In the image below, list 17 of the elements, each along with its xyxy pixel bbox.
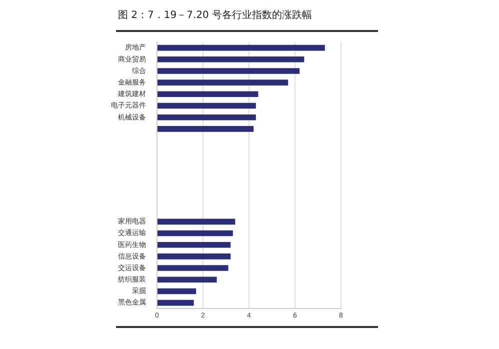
bar	[158, 91, 258, 98]
bar	[158, 218, 236, 225]
bar	[158, 288, 196, 294]
bar	[158, 242, 231, 248]
bar	[158, 56, 304, 62]
bar	[158, 68, 300, 74]
chart-title: 图 2：7．19－7.20 号各行业指数的涨跌幅	[118, 8, 312, 22]
bar	[158, 230, 233, 236]
bar	[158, 276, 217, 283]
bar	[158, 114, 256, 120]
bar	[158, 44, 325, 51]
bar	[158, 80, 288, 86]
bar	[158, 126, 254, 132]
bar	[158, 254, 231, 260]
bar	[158, 300, 194, 306]
bar	[158, 102, 256, 109]
bar	[158, 265, 228, 271]
